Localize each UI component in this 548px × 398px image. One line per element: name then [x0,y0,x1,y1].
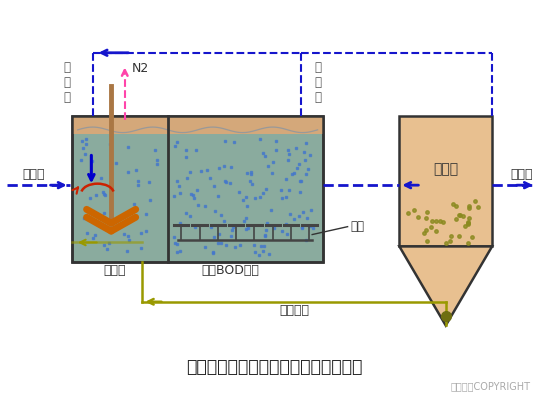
Text: 原污水: 原污水 [23,168,45,181]
Bar [399,116,492,246]
Bar [72,116,323,262]
Bar [72,116,323,134]
Text: 内
循
环: 内 循 环 [64,61,70,104]
Text: 沉淀池: 沉淀池 [433,162,458,176]
Text: 合建式缺氧－好氧活性污泥法脱氮工艺: 合建式缺氧－好氧活性污泥法脱氮工艺 [186,358,362,376]
Text: N2: N2 [132,62,149,75]
Text: 污泥回流: 污泥回流 [279,304,309,317]
Text: 硝化BOD去除: 硝化BOD去除 [201,264,259,277]
Text: 内
循
环: 内 循 环 [314,61,321,104]
Text: 空气: 空气 [350,220,364,233]
Text: 反硝化: 反硝化 [104,264,126,277]
Polygon shape [399,246,492,326]
Bar [72,116,323,262]
Text: 东方仿真COPYRIGHT: 东方仿真COPYRIGHT [450,380,530,391]
Text: 处理水: 处理水 [511,168,533,181]
